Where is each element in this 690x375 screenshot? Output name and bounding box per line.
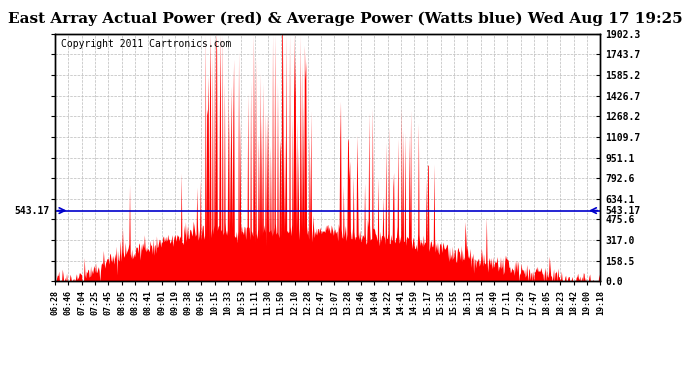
Text: Copyright 2011 Cartronics.com: Copyright 2011 Cartronics.com (61, 39, 231, 49)
Text: East Array Actual Power (red) & Average Power (Watts blue) Wed Aug 17 19:25: East Array Actual Power (red) & Average … (8, 11, 682, 26)
Text: 543.17: 543.17 (14, 206, 50, 216)
Text: 543.17: 543.17 (606, 206, 641, 216)
